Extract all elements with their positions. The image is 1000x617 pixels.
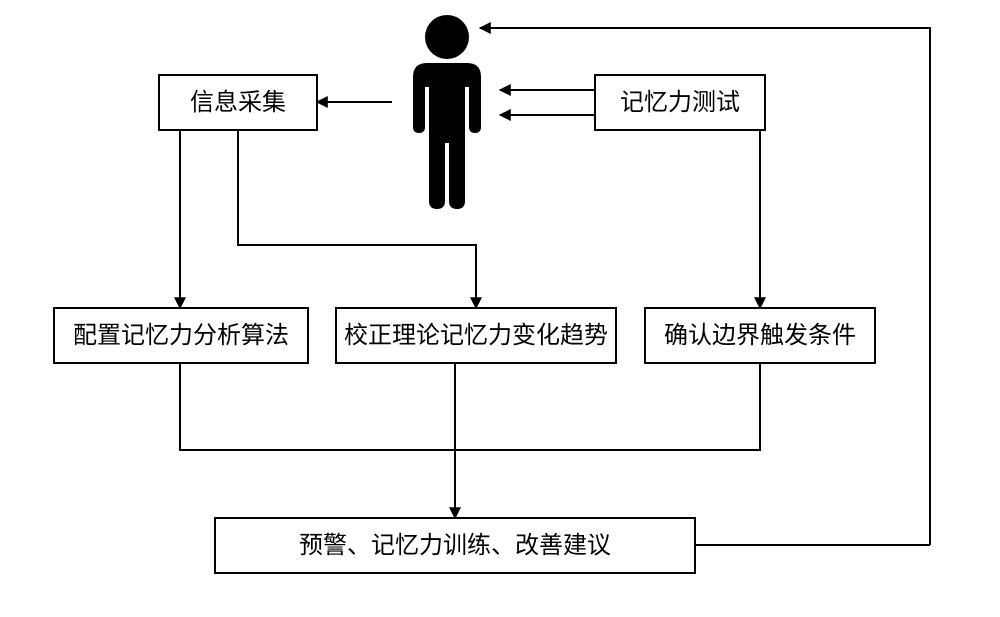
label-confirm_boundary: 确认边界触发条件	[664, 322, 856, 349]
label-info_collect: 信息采集	[190, 89, 286, 116]
node-config_algo: 配置记忆力分析算法	[54, 308, 308, 363]
nodes-group: 信息采集 记忆力测试配置记忆力分析算法 校正理论记忆力变化趋势 确认边界触发条件预警、…	[54, 15, 875, 573]
label-correct_trend: 校正理论记忆力变化趋势	[344, 322, 608, 349]
label-config_algo: 配置记忆力分析算法	[73, 322, 289, 349]
edge-config_algo-merge	[180, 363, 455, 450]
person-icon	[413, 15, 481, 209]
node-confirm_boundary: 确认边界触发条件	[645, 308, 875, 363]
node-memory_test: 记忆力测试	[595, 75, 765, 130]
label-memory_test: 记忆力测试	[620, 89, 740, 116]
edge-confirm_boundary-merge	[455, 363, 760, 450]
label-output: 预警、记忆力训练、改善建议	[299, 532, 611, 559]
node-info_collect: 信息采集	[159, 75, 317, 130]
node-correct_trend: 校正理论记忆力变化趋势	[336, 308, 616, 363]
node-output: 预警、记忆力训练、改善建议	[215, 518, 695, 573]
